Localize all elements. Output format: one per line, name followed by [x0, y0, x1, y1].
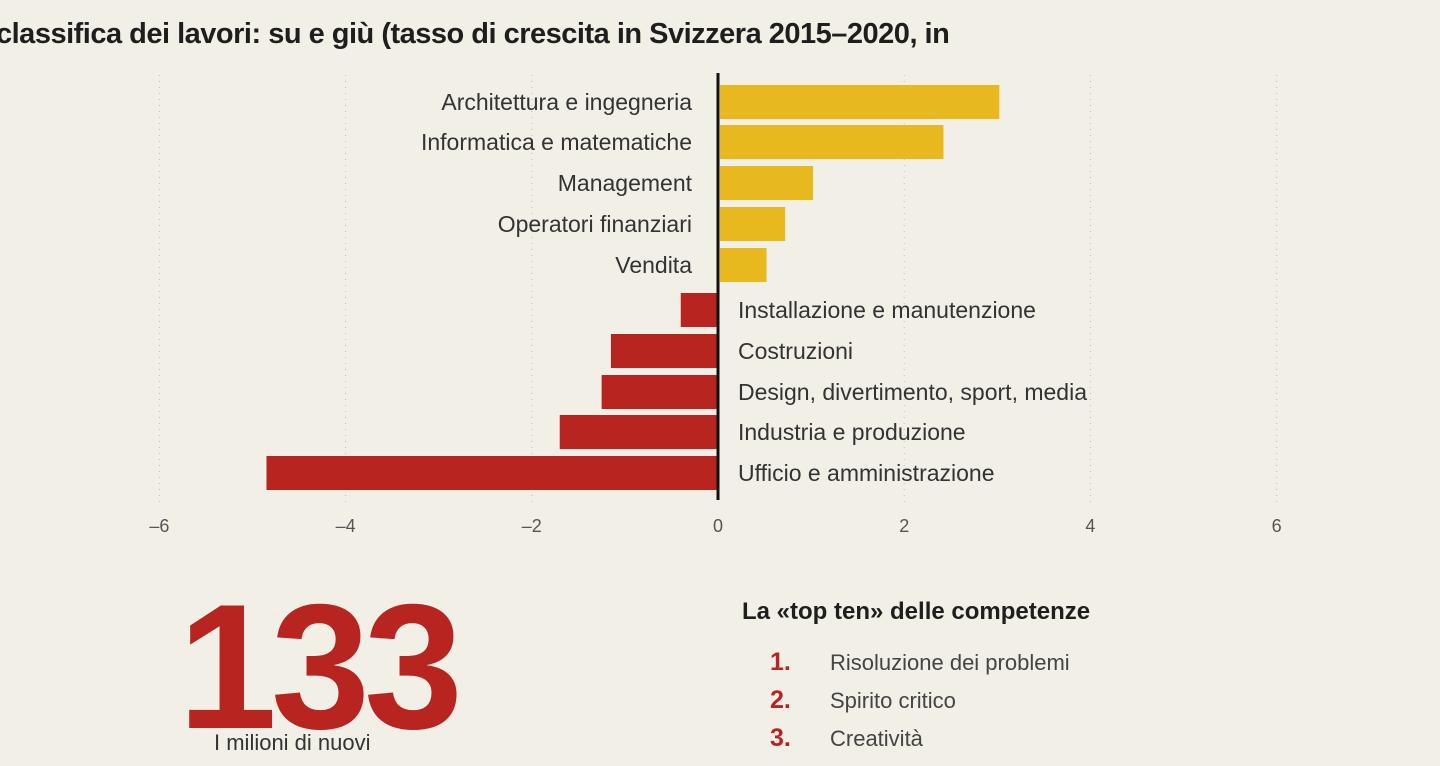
highlight-caption: I milioni di nuovi [214, 730, 371, 755]
x-tick-label: 0 [713, 516, 723, 536]
skill-rank: 3. [770, 724, 791, 752]
bar [680, 293, 718, 327]
skill-label: Creatività [830, 726, 923, 751]
skills-heading: La «top ten» delle competenze [742, 598, 1091, 625]
skill-item: 1. Risoluzione dei problemi [770, 648, 1070, 677]
category-label: Industria e produzione [738, 419, 966, 445]
x-tick-label: –2 [522, 516, 542, 536]
chart-title: classifica dei lavori: su e giù (tasso d… [0, 18, 950, 50]
bar [720, 166, 814, 200]
skill-label: Risoluzione dei problemi [830, 650, 1070, 675]
bar [601, 375, 718, 409]
x-tick-label: 2 [899, 516, 909, 536]
bar [720, 207, 786, 241]
x-tick-label: –6 [149, 516, 169, 536]
bar [720, 125, 944, 159]
skill-item: 2. Spirito critico [770, 686, 956, 715]
x-tick-label: –4 [336, 516, 356, 536]
category-label: Informatica e matematiche [421, 129, 692, 155]
category-label: Vendita [615, 252, 692, 278]
bar [266, 456, 718, 490]
category-label: Costruzioni [738, 338, 853, 364]
skill-item: 3. Creatività [770, 724, 923, 753]
x-tick-label: 4 [1085, 516, 1095, 536]
bar [610, 334, 718, 368]
skill-rank: 2. [770, 686, 791, 714]
highlight-number: 133 [178, 567, 463, 766]
x-tick-label: 6 [1272, 516, 1282, 536]
category-label: Management [558, 170, 693, 196]
bar [720, 248, 767, 282]
skill-rank: 1. [770, 648, 791, 676]
category-label: Installazione e manutenzione [738, 297, 1036, 323]
skill-label: Spirito critico [830, 688, 956, 713]
bar [720, 85, 1000, 119]
bar-chart: –6 –4 –2 0 2 4 6 Architettura e ingegneria Infor… [149, 73, 1282, 536]
category-label: Operatori finanziari [498, 211, 692, 237]
bar [559, 415, 718, 449]
category-label: Ufficio e amministrazione [738, 460, 995, 486]
category-label: Design, divertimento, sport, media [738, 379, 1087, 405]
category-label: Architettura e ingegneria [441, 89, 692, 115]
